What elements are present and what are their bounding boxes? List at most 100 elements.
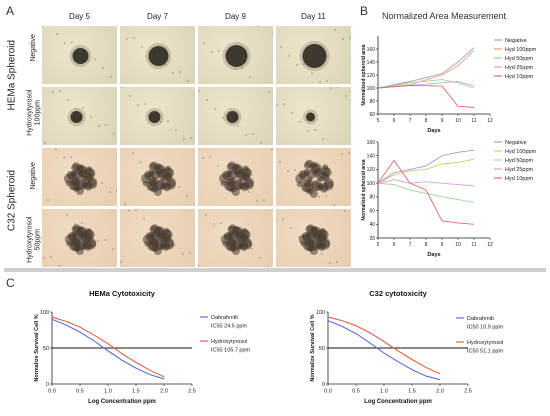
x-tick-label: 5 — [377, 118, 380, 124]
legend-label-2: Hyd 100ppm — [505, 47, 537, 53]
series-line-1 — [377, 47, 475, 89]
debris — [171, 187, 173, 189]
debris — [42, 26, 43, 27]
debris — [298, 236, 300, 238]
debris — [56, 33, 58, 35]
debris — [229, 116, 231, 118]
spheroid-cluster — [147, 240, 158, 251]
spheroid-cluster — [84, 234, 93, 243]
debris — [143, 218, 145, 220]
debris — [225, 174, 227, 176]
spheroid-cluster — [69, 240, 80, 251]
debris — [307, 130, 309, 132]
debris — [182, 253, 184, 255]
debris — [206, 99, 208, 101]
debris — [234, 68, 236, 70]
legend-label-1: Negative — [505, 38, 527, 44]
spheroid-cluster — [224, 180, 235, 191]
y-tick-label: 100 — [367, 86, 376, 92]
debris — [330, 87, 332, 89]
legend-label-1: Dabrafenib — [211, 315, 238, 321]
x-tick-label: 11 — [471, 242, 476, 248]
debris — [159, 236, 161, 238]
row-label-hema-negative: Negative — [30, 34, 38, 62]
debris — [202, 157, 204, 159]
debris — [140, 161, 142, 163]
debris — [120, 261, 122, 263]
debris — [288, 55, 290, 57]
spheroid-cluster — [225, 240, 236, 251]
debris — [179, 71, 181, 73]
legend-label-1: Dabrafenib — [467, 316, 494, 322]
legend-label-2: Hyd 100ppm — [505, 149, 537, 155]
column-label-day7: Day 7 — [147, 12, 168, 21]
spheroid — [225, 45, 248, 67]
x-tick-label: 10 — [455, 118, 461, 124]
debris — [155, 169, 157, 171]
debris — [79, 50, 81, 52]
series-line-5 — [377, 84, 475, 108]
debris — [187, 80, 189, 82]
debris — [271, 148, 273, 150]
x-tick-label: 1.0 — [104, 389, 112, 395]
series-line-5 — [377, 159, 475, 225]
debris — [148, 170, 150, 172]
y-tick-label: 140 — [367, 153, 376, 159]
debris — [104, 239, 106, 241]
spheroid-cluster — [240, 183, 249, 192]
debris — [98, 125, 100, 127]
y-tick-label: 40 — [369, 222, 375, 228]
debris — [101, 182, 103, 184]
debris — [296, 64, 298, 66]
debris — [287, 170, 289, 172]
x-tick-label: 8 — [425, 118, 428, 124]
legend-label-1: Negative — [505, 140, 527, 146]
series-line-4 — [377, 179, 475, 187]
debris — [290, 227, 292, 229]
spheroid-cluster — [77, 164, 84, 171]
debris — [252, 133, 254, 135]
debris — [344, 210, 346, 212]
spheroid-cluster — [305, 159, 314, 168]
debris — [164, 63, 166, 65]
debris — [116, 190, 117, 192]
debris — [55, 148, 57, 150]
x-tick-label: 11 — [471, 118, 476, 124]
debris — [257, 26, 259, 27]
debris — [132, 152, 134, 154]
spheroid-cluster — [240, 234, 249, 243]
x-tick-label: 12 — [487, 242, 493, 248]
spheroid — [70, 111, 83, 123]
spheroid-cluster — [84, 182, 93, 191]
spheroid-cluster — [71, 231, 78, 238]
debris — [70, 156, 72, 158]
y-tick-label: 100 — [367, 181, 376, 187]
micrograph-c32-negative-day7 — [119, 147, 196, 207]
x-tick-label: 10 — [455, 242, 461, 248]
debris — [63, 157, 65, 159]
spheroid-cluster — [229, 176, 236, 183]
x-tick-label: 0.0 — [48, 389, 56, 395]
debris — [249, 76, 251, 78]
y-tick-label: 80 — [369, 99, 375, 105]
spheroid-cluster — [310, 181, 321, 192]
debris — [93, 173, 95, 175]
spheroid-cluster — [320, 184, 329, 193]
debris — [94, 58, 96, 60]
spheroid-cluster — [154, 180, 165, 191]
spheroid-cluster — [306, 176, 313, 183]
debris — [194, 204, 195, 206]
debris — [209, 156, 211, 158]
spheroid-cluster — [157, 168, 166, 177]
x-axis-label: Days — [427, 252, 440, 258]
debris — [66, 214, 68, 216]
x-tick-label: 5 — [377, 242, 380, 248]
debris — [226, 59, 228, 61]
legend-label-2: Hydroxytyrosol — [211, 339, 247, 345]
debris — [348, 152, 350, 154]
debris — [43, 257, 45, 259]
y-tick-label: 120 — [367, 73, 376, 79]
spheroid-cluster — [305, 231, 312, 238]
legend-label-5: Hyd 10ppm — [505, 176, 534, 182]
series-line-1 — [327, 320, 441, 381]
